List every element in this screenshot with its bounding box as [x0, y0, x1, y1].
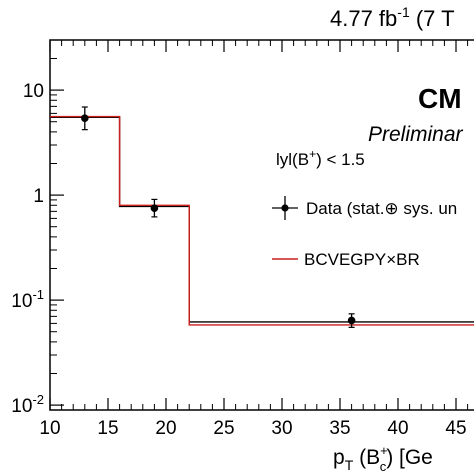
status-label: Preliminar: [368, 123, 464, 146]
luminosity-label: 4.77 fb-1 (7 T: [330, 4, 455, 31]
data-marker: [81, 114, 89, 122]
data-point: [81, 106, 89, 131]
x-tick-label: 45: [445, 418, 466, 439]
axis-ticks: 10 15 20 25 30 35 40 45 10-2 10-1 1 10: [11, 39, 469, 439]
plot-frame: [49, 39, 474, 411]
x-tick-label: 35: [329, 418, 350, 439]
data-point: [347, 313, 356, 328]
y-tick-label: 10: [23, 81, 44, 102]
x-tick-label: 20: [155, 418, 176, 439]
x-tick-label: 40: [387, 418, 408, 439]
legend-data-marker: [272, 196, 298, 220]
data-points: [81, 106, 356, 328]
model-step-line: [50, 115, 474, 326]
data-marker: [347, 316, 356, 325]
legend-model-label: BCVEGPY×BR: [304, 250, 420, 269]
y-tick-label: 1: [33, 186, 44, 207]
data-step-line: [50, 116, 474, 323]
x-tick-label: 30: [271, 418, 292, 439]
y-tick-label: 10-1: [11, 287, 44, 312]
model-histogram: [50, 115, 474, 326]
selection-label: lyl(B+) < 1.5: [276, 147, 365, 169]
data-histogram: [50, 116, 474, 323]
x-axis-title: pT (B+ c) [Ge: [333, 443, 433, 474]
y-tick-label: 10-2: [11, 392, 44, 417]
x-tick-label: 25: [213, 418, 234, 439]
x-tick-label: 15: [97, 418, 118, 439]
experiment-label: CM: [418, 83, 462, 114]
legend-data-label: Data (stat.⊕ sys. un: [306, 199, 457, 218]
x-tick-label: 10: [39, 418, 60, 439]
data-marker: [150, 204, 159, 213]
data-point: [150, 198, 159, 218]
